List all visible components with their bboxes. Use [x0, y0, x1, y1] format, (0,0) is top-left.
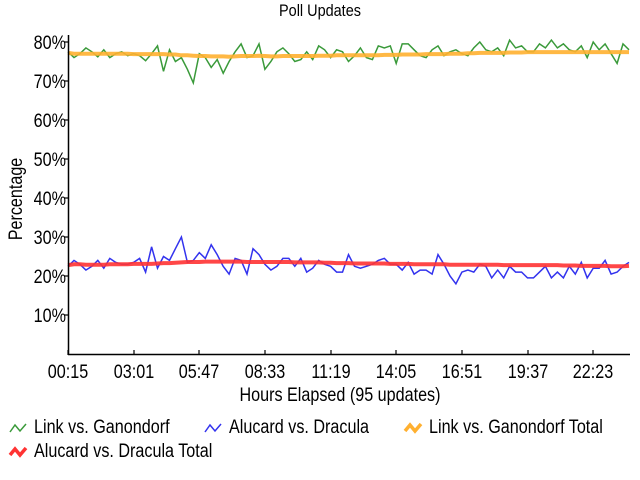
legend-item-alucard-vs-dracula: Alucard vs. Dracula: [203, 417, 394, 439]
legend-item-link-vs-ganondorf-total: Link vs. Ganondorf Total: [403, 417, 634, 439]
x-tick-label: 05:47: [179, 361, 219, 383]
line-swatch-icon: [403, 422, 423, 434]
legend-item-link-vs-ganondorf: Link vs. Ganondorf: [8, 417, 193, 439]
legend-label: Link vs. Ganondorf: [34, 417, 170, 438]
legend-item-alucard-vs-dracula-total: Alucard vs. Dracula Total: [8, 441, 244, 463]
x-tick-label: 08:33: [245, 361, 286, 383]
chart-legend: Link vs. Ganondorf Alucard vs. Dracula L…: [8, 417, 638, 465]
x-axis-ticks: 00:15 03:01 05:47 08:33 11:19 14:05 16:51 19:37…: [48, 350, 614, 383]
y-tick-label: 70%: [34, 71, 67, 93]
x-axis-label: Hours Elapsed (95 updates): [239, 384, 440, 406]
x-tick-label: 00:15: [48, 361, 89, 383]
x-tick-label: 14:05: [376, 361, 417, 383]
series-line-alucard-vs-dracula-total: [67, 259, 630, 269]
legend-label: Link vs. Ganondorf Total: [428, 417, 603, 438]
x-tick-label: 11:19: [311, 361, 350, 383]
x-tick-label: 03:01: [114, 361, 154, 383]
chart-title: Poll Updates: [279, 1, 361, 20]
y-tick-label: 40%: [34, 188, 67, 210]
series-line-link-vs-ganondorf: [67, 38, 630, 86]
legend-label: Alucard vs. Dracula: [228, 417, 369, 438]
y-tick-label: 30%: [34, 227, 67, 249]
y-axis-label: Percentage: [5, 158, 27, 241]
x-tick-label: 16:51: [442, 361, 482, 383]
series-line-alucard-vs-dracula: [67, 234, 630, 286]
legend-label: Alucard vs. Dracula Total: [34, 441, 213, 462]
y-tick-label: 50%: [34, 149, 67, 171]
y-tick-label: 60%: [34, 110, 67, 132]
y-tick-label: 80%: [34, 32, 67, 54]
series-layer: [67, 38, 630, 286]
y-tick-label: 20%: [34, 266, 67, 288]
y-axis-ticks: 10% 20% 30% 40% 50% 60% 70% 80%: [34, 32, 69, 327]
line-swatch-icon: [9, 423, 27, 433]
series-line-link-vs-ganondorf-total: [67, 50, 629, 59]
y-tick-label: 10%: [34, 305, 67, 327]
x-tick-label: 22:23: [573, 361, 614, 383]
x-tick-label: 19:37: [508, 361, 548, 383]
line-swatch-icon: [8, 446, 28, 458]
line-swatch-icon: [204, 423, 222, 433]
